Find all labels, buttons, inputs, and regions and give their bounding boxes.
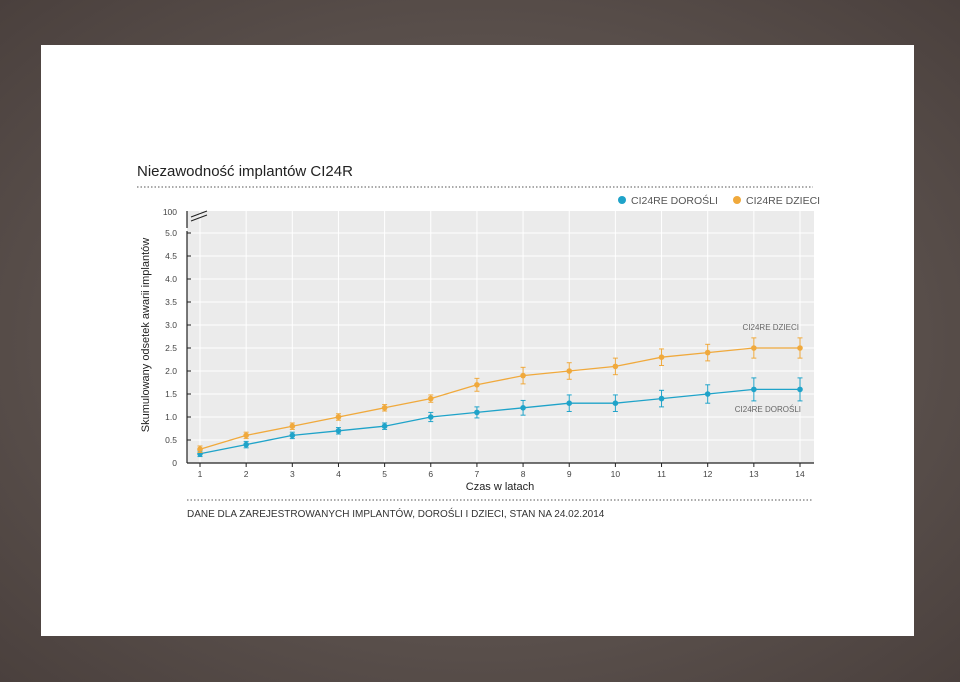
y-tick-label-2.0: 2.0 xyxy=(165,366,177,376)
data-point-children-1 xyxy=(197,446,203,453)
gridlines xyxy=(187,211,814,463)
data-point-children-4 xyxy=(335,414,342,420)
data-point-adults-7 xyxy=(474,409,480,416)
legend-label-adults: CI24RE DOROŚLI xyxy=(631,194,718,207)
plot-area xyxy=(187,211,814,463)
data-point-adults-10 xyxy=(612,400,619,407)
x-tick-label-7: 7 xyxy=(475,469,480,479)
end-label-children: CI24RE DZIECI xyxy=(743,323,799,332)
series-line-adults xyxy=(199,388,800,455)
footer-note: DANE DLA ZAREJESTROWANYCH IMPLANTÓW, DOR… xyxy=(187,507,605,520)
x-tick-label-8: 8 xyxy=(521,469,526,479)
data-point-children-12 xyxy=(704,349,711,356)
data-point-adults-3 xyxy=(289,432,296,439)
data-point-children-6 xyxy=(427,395,434,402)
y-tick-label-3.5: 3.5 xyxy=(165,297,177,307)
data-point-adults-13 xyxy=(751,386,757,393)
data-point-adults-2 xyxy=(243,441,249,448)
x-tick-label-12: 12 xyxy=(703,469,713,479)
legend: CI24RE DOROŚLI CI24RE DZIECI xyxy=(618,194,820,207)
y-tick-label-1.5: 1.5 xyxy=(165,389,177,399)
data-point-children-13 xyxy=(751,345,757,351)
legend-swatch-children xyxy=(733,196,741,204)
y-break-label: 100 xyxy=(163,207,177,217)
y-tick-label-1.0: 1.0 xyxy=(165,412,177,422)
axis-break-icon xyxy=(186,210,208,228)
x-tick-label-1: 1 xyxy=(198,469,203,479)
x-tick-label-2: 2 xyxy=(244,469,249,479)
data-point-adults-9 xyxy=(566,400,573,407)
x-tick-label-14: 14 xyxy=(795,469,805,479)
chart-card: Niezawodność implantów CI24R CI24RE DORO… xyxy=(41,45,914,636)
series-line-children xyxy=(199,347,800,450)
y-tick-label-4.5: 4.5 xyxy=(165,251,177,261)
series-children xyxy=(197,337,803,453)
x-tick-label-3: 3 xyxy=(290,469,295,479)
data-point-adults-6 xyxy=(427,414,434,420)
x-axis-ticks: 1 2 3 4 5 6 7 8 9 10 11 12 13 14 xyxy=(198,463,805,479)
series-adults xyxy=(197,377,803,458)
data-point-children-7 xyxy=(474,382,480,388)
x-axis-label: Czas w latach xyxy=(466,481,534,493)
data-point-children-14 xyxy=(797,345,803,351)
data-point-children-2 xyxy=(243,432,249,439)
x-tick-label-5: 5 xyxy=(382,469,387,479)
y-axis-label: Skumulowany odsetek awarii implantów xyxy=(140,238,152,432)
y-tick-label-5.0: 5.0 xyxy=(165,228,177,238)
x-tick-label-11: 11 xyxy=(657,469,666,479)
data-point-adults-5 xyxy=(381,423,388,430)
legend-label-children: CI24RE DZIECI xyxy=(746,195,820,207)
data-point-children-5 xyxy=(381,405,388,411)
x-tick-label-13: 13 xyxy=(749,469,759,479)
chart-title: Niezawodność implantów CI24R xyxy=(137,163,353,180)
data-point-children-3 xyxy=(289,423,296,430)
data-point-adults-14 xyxy=(797,386,803,393)
data-point-children-9 xyxy=(566,368,573,374)
data-point-adults-12 xyxy=(704,391,711,397)
data-point-adults-8 xyxy=(520,405,526,411)
x-tick-label-9: 9 xyxy=(567,469,572,479)
legend-swatch-adults xyxy=(618,196,626,204)
data-point-children-10 xyxy=(612,363,619,370)
y-tick-label-2.5: 2.5 xyxy=(165,343,177,353)
reliability-chart: Niezawodność implantów CI24R CI24RE DORO… xyxy=(137,163,820,520)
y-tick-label-3.0: 3.0 xyxy=(165,320,177,330)
y-axis-ticks: 0 0.5 1.0 1.5 2.0 2.5 3.0 3.5 4.0 4.5 5.0 xyxy=(165,228,191,468)
y-tick-label-0.5: 0.5 xyxy=(165,435,177,445)
data-series xyxy=(197,337,803,458)
end-label-adults: CI24RE DOROŚLI xyxy=(735,405,801,414)
x-tick-label-4: 4 xyxy=(336,469,341,479)
data-point-children-11 xyxy=(658,354,665,361)
x-tick-label-6: 6 xyxy=(428,469,433,479)
data-point-adults-4 xyxy=(335,428,342,434)
data-point-children-8 xyxy=(520,372,526,379)
y-tick-label-0: 0 xyxy=(172,458,177,468)
data-point-adults-11 xyxy=(658,395,665,402)
x-tick-label-10: 10 xyxy=(611,469,621,479)
y-tick-label-4.0: 4.0 xyxy=(165,274,177,284)
